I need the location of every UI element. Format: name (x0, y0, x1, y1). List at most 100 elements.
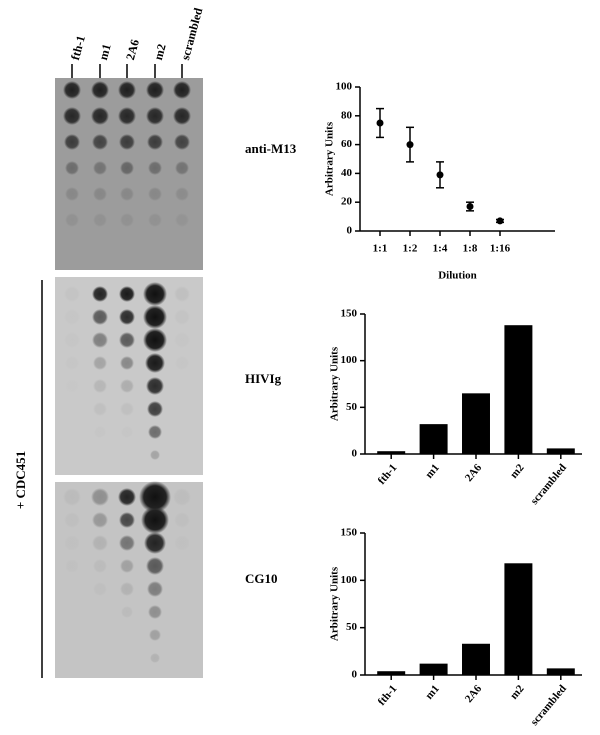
blot-dot (92, 512, 108, 528)
x-tick-label: m1 (423, 462, 442, 481)
panel-label: HIVIg (245, 371, 282, 386)
point (496, 217, 504, 225)
y-tick-label: 0 (352, 669, 358, 681)
blot-dot (149, 629, 161, 641)
blot-dot (175, 356, 189, 370)
blot-dot (118, 81, 136, 99)
panel-label: anti-M13 (245, 141, 297, 156)
blot-dot (119, 286, 135, 302)
blot-dot (148, 161, 162, 175)
x-tick-label: m2 (508, 461, 527, 480)
bar (504, 563, 533, 675)
blot-dot (175, 187, 189, 201)
blot-dot (119, 134, 135, 150)
blot-dot (120, 379, 134, 393)
blot-dot (64, 309, 80, 325)
y-tick-label: 50 (346, 401, 358, 413)
x-tick-label: scrambled (528, 462, 569, 507)
blot-dot (148, 187, 162, 201)
blot-dot (93, 213, 107, 227)
blot-dot (94, 426, 106, 438)
blot-dot (150, 653, 160, 663)
x-tick-label: 1:2 (403, 243, 418, 255)
blot-dot (63, 107, 81, 125)
blot-dot (147, 401, 163, 417)
blot-dot (65, 161, 79, 175)
blot-dot (173, 107, 191, 125)
x-tick-label: m2 (508, 682, 527, 701)
blot-dot (174, 535, 190, 551)
blot-dot (139, 481, 171, 513)
x-tick-label: 1:8 (463, 243, 478, 255)
y-tick-label: 0 (352, 448, 358, 460)
blot-dot (91, 81, 109, 99)
blot-dot (93, 559, 107, 573)
blot-dot (141, 506, 169, 534)
blot-dot (175, 161, 189, 175)
blot-dot (119, 512, 135, 528)
bar (546, 668, 575, 675)
blot-dot (146, 377, 164, 395)
blot-dot (63, 81, 81, 99)
column-label: m1 (96, 42, 114, 61)
y-tick-label: 100 (336, 81, 353, 93)
blot-dot (64, 286, 80, 302)
blot-dot (174, 309, 190, 325)
blot-dot (92, 332, 108, 348)
blot-dot (147, 581, 163, 597)
blot-dot (121, 426, 133, 438)
column-label: fth-1 (68, 34, 88, 61)
x-tick-label: 1:4 (433, 243, 448, 255)
blot-dot (118, 107, 136, 125)
x-tick-label: scrambled (528, 683, 569, 728)
blot-dot (63, 488, 81, 506)
x-tick-label: 2A6 (463, 682, 485, 705)
bar (546, 448, 575, 454)
blot-dot (92, 134, 108, 150)
y-tick-label: 100 (341, 354, 358, 366)
blot-dot (146, 81, 164, 99)
blot-dot (150, 450, 160, 460)
blot-dot (64, 332, 80, 348)
blot-dot (175, 213, 189, 227)
blot-panel (55, 482, 203, 678)
bar (377, 671, 406, 675)
bar (377, 451, 406, 454)
y-axis-label: Arbitrary Units (329, 346, 341, 421)
blot-dot (148, 213, 162, 227)
point (436, 171, 444, 179)
x-tick-label: m1 (423, 683, 442, 702)
blot-dot (120, 582, 134, 596)
bar (462, 643, 490, 675)
y-tick-label: 150 (341, 308, 358, 320)
y-tick-label: 150 (341, 527, 358, 539)
blot-dot (174, 332, 190, 348)
blot-dot (174, 286, 190, 302)
blot-dot (144, 532, 166, 554)
blot-dot (148, 425, 162, 439)
blot-dot (92, 309, 108, 325)
blot-dot (120, 213, 134, 227)
blot-dot (119, 309, 135, 325)
y-tick-label: 20 (341, 196, 353, 208)
side-label: + CDC451 (13, 451, 28, 509)
point (376, 119, 384, 127)
blot-dot (93, 582, 107, 596)
x-tick-label: fth-1 (376, 462, 400, 487)
column-label: m2 (151, 42, 169, 61)
blot-dot (146, 107, 164, 125)
blot-dot (93, 379, 107, 393)
blot-dot (93, 356, 107, 370)
blot-dot (64, 535, 80, 551)
blot-dots (63, 81, 191, 663)
x-tick-label: 2A6 (463, 461, 485, 484)
x-axis-label: Dilution (438, 270, 477, 282)
blot-dot (173, 81, 191, 99)
y-tick-label: 0 (347, 225, 353, 237)
y-axis-label: Arbitrary Units (329, 566, 341, 641)
x-tick-label: fth-1 (376, 683, 400, 708)
y-tick-label: 50 (346, 621, 358, 633)
blot-dot (93, 161, 107, 175)
x-tick-label: 1:1 (373, 243, 388, 255)
blot-dot (120, 187, 134, 201)
